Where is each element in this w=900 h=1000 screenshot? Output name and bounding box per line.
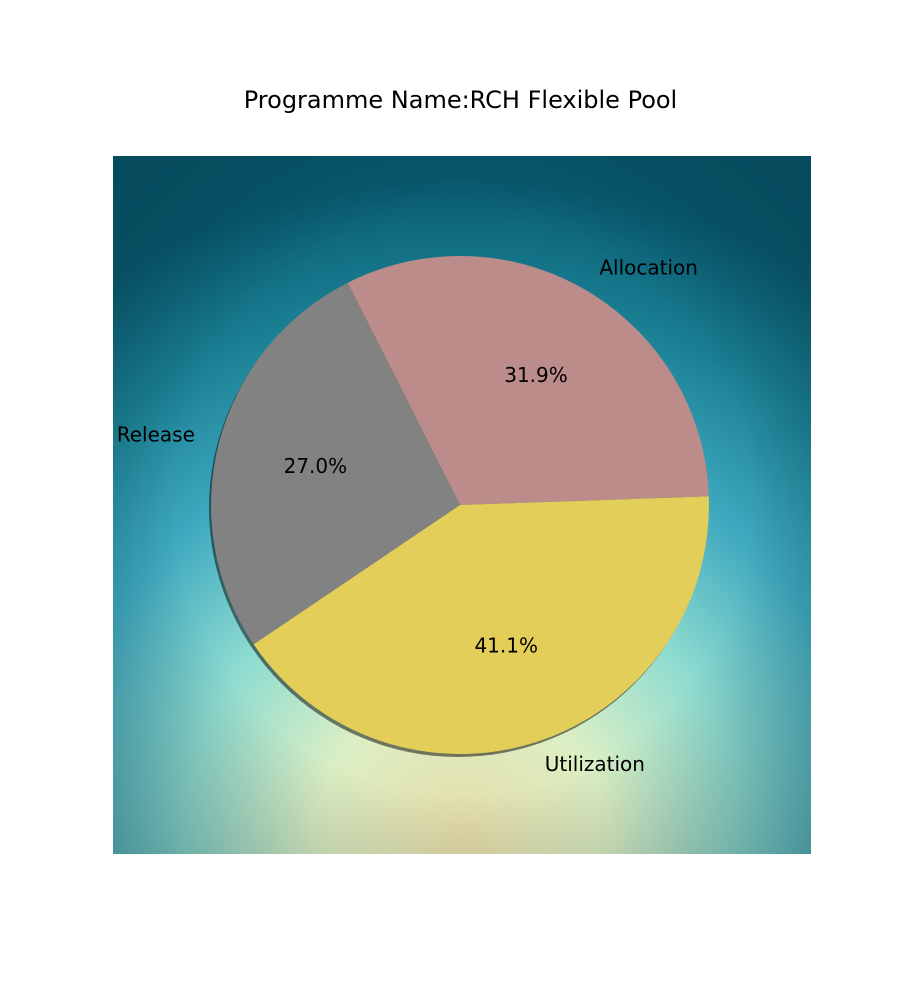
pie-slices <box>210 255 709 754</box>
pct-label-release: 27.0% <box>284 454 348 478</box>
slice-label-utilization: Utilization <box>545 752 645 776</box>
pct-label-utilization: 41.1% <box>474 634 538 658</box>
pct-label-allocation: 31.9% <box>504 363 568 387</box>
slice-label-release: Release <box>117 423 195 447</box>
slice-label-allocation: Allocation <box>599 256 698 280</box>
pie-labels: Allocation 31.9% Release 27.0% Utilization 41… <box>117 256 698 776</box>
chart-title: Programme Name:RCH Flexible Pool <box>243 86 678 114</box>
pie-slice-utilization <box>253 496 709 754</box>
pie-slice-allocation <box>347 255 709 505</box>
pie-slice-release <box>210 282 460 645</box>
